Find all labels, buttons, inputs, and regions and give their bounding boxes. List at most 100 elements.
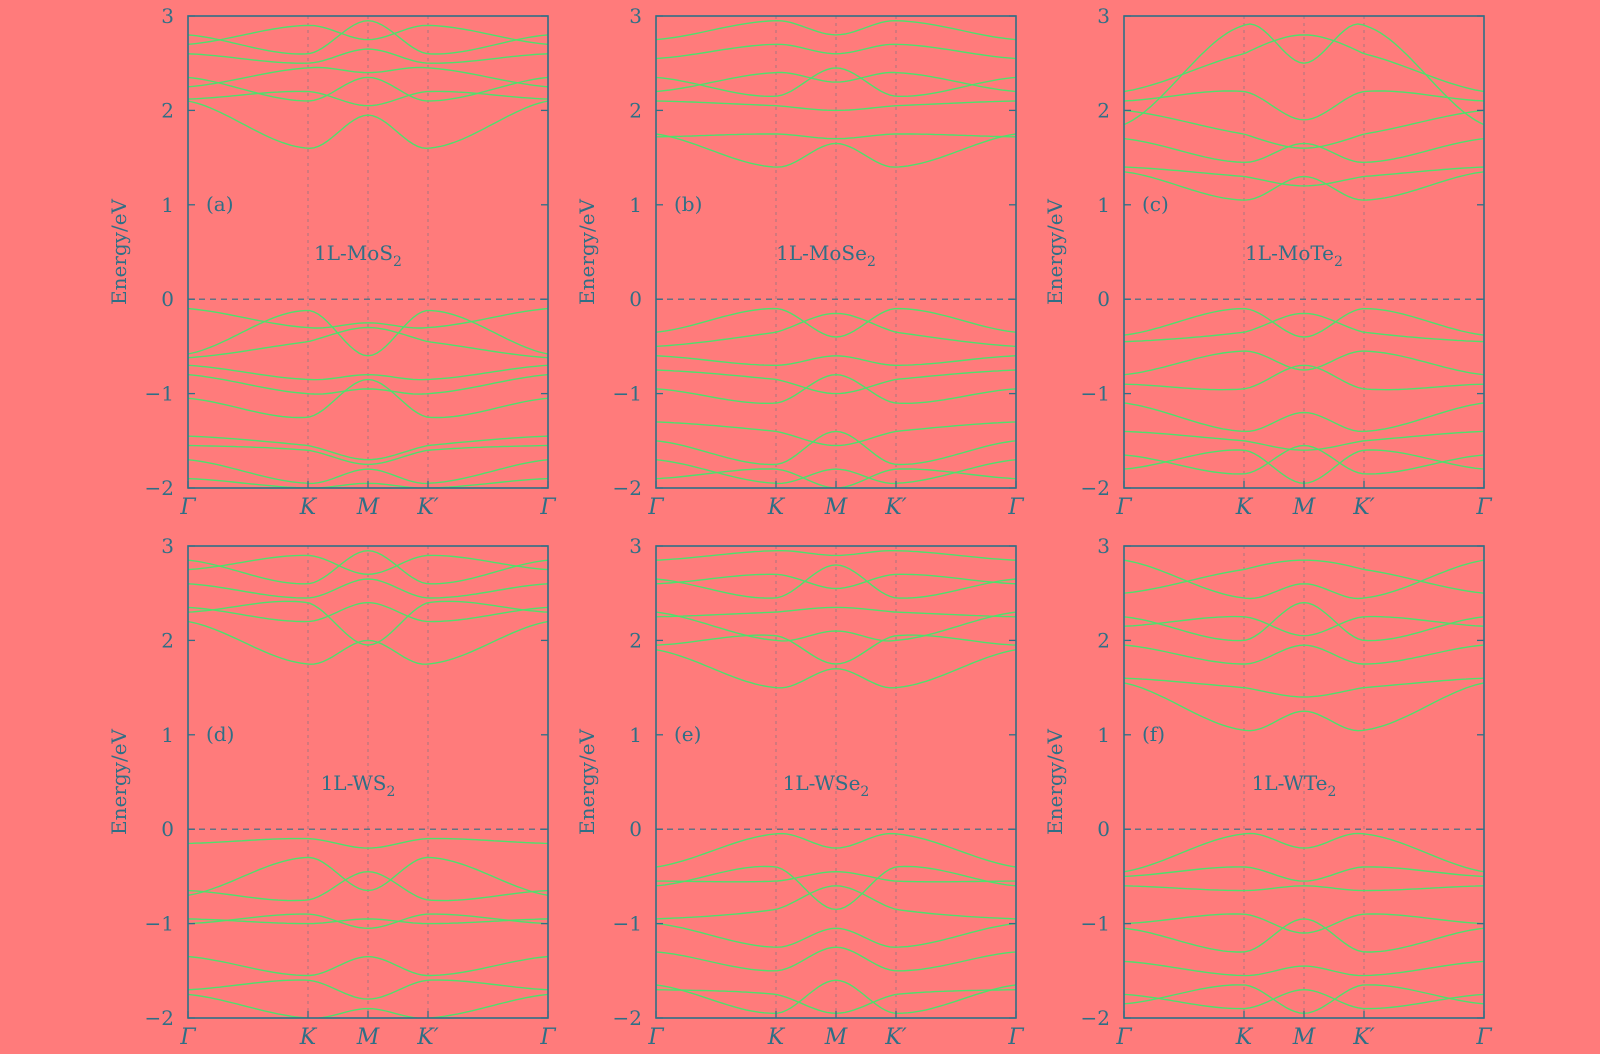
x-tick-label: Γ: [179, 1025, 196, 1050]
x-tick-label: K′: [416, 495, 438, 520]
y-tick-label: 3: [629, 534, 642, 558]
material-subscript: 2: [393, 254, 402, 270]
y-tick-label: −2: [145, 1006, 174, 1030]
valence-band-line: [656, 922, 1016, 948]
x-tick-label: M: [1292, 1025, 1316, 1050]
x-tick-label: K: [299, 495, 318, 520]
conduction-band-line: [188, 549, 548, 585]
x-tick-label: K′: [416, 1025, 438, 1050]
conduction-band-line: [1124, 138, 1484, 164]
conduction-band-line: [188, 19, 548, 55]
panel-label: (b): [674, 192, 702, 216]
valence-band-line: [656, 885, 1016, 920]
conduction-band-line: [188, 554, 548, 576]
valence-band-line: [1124, 444, 1484, 475]
y-tick-label: 2: [1097, 98, 1110, 122]
valence-band-line: [656, 355, 1016, 366]
y-tick-label: 0: [1097, 817, 1110, 841]
material-label: 1L-WTe2: [1252, 771, 1337, 800]
x-tick-label: Γ: [1007, 495, 1024, 520]
y-tick-label: −2: [1081, 1006, 1110, 1030]
y-tick-label: −2: [613, 1006, 642, 1030]
x-tick-label: M: [356, 495, 380, 520]
x-tick-label: K: [767, 1025, 786, 1050]
x-tick-label: M: [824, 1025, 848, 1050]
conduction-band-line: [656, 606, 1016, 618]
valence-band-line: [656, 946, 1016, 972]
y-tick-label: 2: [161, 628, 174, 652]
conduction-band-line: [1124, 601, 1484, 642]
x-tick-label: K′: [884, 1025, 906, 1050]
conduction-band-line: [188, 66, 548, 88]
x-tick-label: K′: [1352, 1025, 1374, 1050]
x-tick-label: Γ: [1007, 1025, 1024, 1050]
panel-label: (e): [674, 722, 701, 746]
panel-label: (a): [206, 192, 234, 216]
x-tick-label: K′: [1352, 495, 1374, 520]
panel-label: (c): [1142, 192, 1169, 216]
valence-band-line: [1124, 988, 1484, 1010]
conduction-band-line: [188, 100, 548, 150]
y-tick-label: −1: [1081, 912, 1110, 936]
conduction-band-line: [1124, 559, 1484, 594]
x-tick-label: M: [824, 495, 848, 520]
x-tick-label: Γ: [647, 495, 664, 520]
bands-group: [656, 19, 1016, 488]
conduction-band-line: [188, 90, 548, 107]
conduction-band-line: [188, 24, 548, 45]
material-subscript: 2: [387, 784, 396, 800]
valence-band-line: [1124, 885, 1484, 892]
conduction-band-line: [188, 601, 548, 623]
material-label: 1L-WS2: [321, 771, 396, 800]
y-tick-label: 1: [161, 193, 174, 217]
y-tick-label: 2: [629, 628, 642, 652]
x-tick-label: Γ: [647, 1025, 664, 1050]
y-tick-label: 3: [161, 534, 174, 558]
y-axis-label: Energy/eV: [1043, 198, 1067, 305]
y-tick-label: 3: [161, 4, 174, 28]
y-tick-label: 0: [1097, 287, 1110, 311]
valence-band-line: [656, 832, 1016, 868]
material-label: 1L-MoS2: [314, 241, 402, 270]
x-tick-label: Γ: [1475, 1025, 1492, 1050]
conduction-band-line: [188, 578, 548, 599]
x-tick-label: K: [1235, 495, 1254, 520]
valence-band-line: [656, 870, 1016, 883]
valence-band-line: [1124, 866, 1484, 882]
y-tick-label: 2: [629, 98, 642, 122]
valence-band-line: [188, 378, 548, 419]
valence-band-line: [188, 326, 548, 359]
conduction-band-line: [656, 100, 1016, 112]
valence-band-line: [188, 856, 548, 896]
y-tick-label: 3: [1097, 534, 1110, 558]
conduction-band-line: [656, 573, 1016, 590]
valence-band-line: [188, 993, 548, 1018]
valence-band-line: [188, 918, 548, 925]
y-tick-label: −1: [613, 912, 642, 936]
y-tick-label: 0: [161, 817, 174, 841]
conduction-band-line: [188, 48, 548, 64]
panel-label: (d): [206, 722, 234, 746]
valence-band-line: [1124, 913, 1484, 934]
valence-band-line: [1124, 402, 1484, 433]
y-tick-label: −1: [613, 382, 642, 406]
x-tick-label: K: [299, 1025, 318, 1050]
valence-band-line: [656, 979, 1016, 1015]
conduction-band-line: [656, 67, 1016, 97]
y-tick-label: 2: [1097, 628, 1110, 652]
conduction-band-line: [1124, 682, 1484, 732]
conduction-band-line: [656, 649, 1016, 689]
y-tick-label: −2: [145, 476, 174, 500]
material-subscript: 2: [860, 784, 869, 800]
material-label: 1L-MoSe2: [776, 241, 876, 270]
material-subscript: 2: [867, 254, 876, 270]
conduction-band-line: [656, 71, 1016, 93]
conduction-band-line: [1124, 23, 1484, 126]
valence-band-line: [656, 307, 1016, 338]
conduction-band-line: [1124, 644, 1484, 665]
